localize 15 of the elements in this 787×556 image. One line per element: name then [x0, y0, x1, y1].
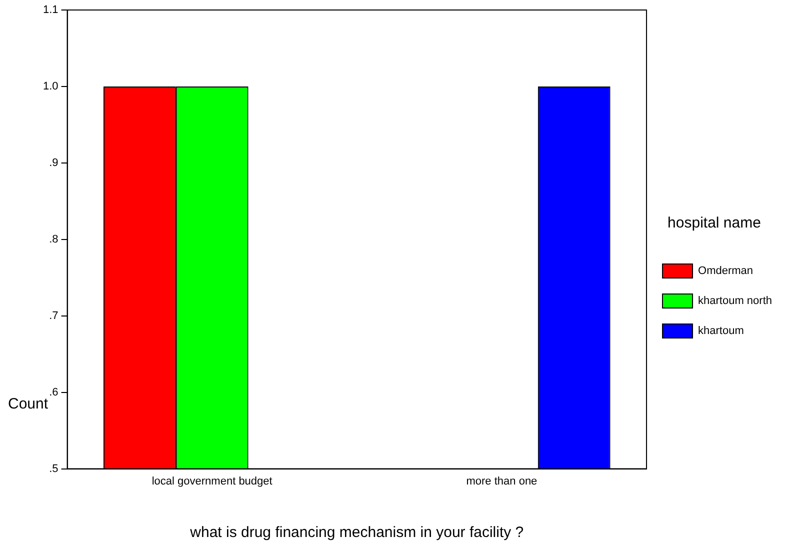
legend-title: hospital name: [668, 214, 761, 232]
y-axis-title: Count: [8, 395, 49, 412]
y-tick-label: .6: [49, 386, 58, 398]
y-tick-label: .9: [49, 156, 58, 169]
y-tick-label: 1.1: [42, 4, 58, 16]
y-tick-label: 1.0: [42, 80, 58, 92]
x-tick-label: more than one: [466, 475, 538, 488]
y-tick-label: .7: [49, 310, 58, 322]
legend-label: khartoum: [698, 325, 744, 338]
legend-label: Omderman: [698, 265, 754, 278]
y-tick-label: .8: [49, 233, 58, 246]
y-tick-label: .5: [49, 462, 58, 475]
legend-label: khartoum north: [698, 295, 772, 308]
x-tick-label: local government budget: [152, 475, 272, 488]
x-axis-title: what is drug financing mechanism in your facility ?: [189, 524, 524, 542]
